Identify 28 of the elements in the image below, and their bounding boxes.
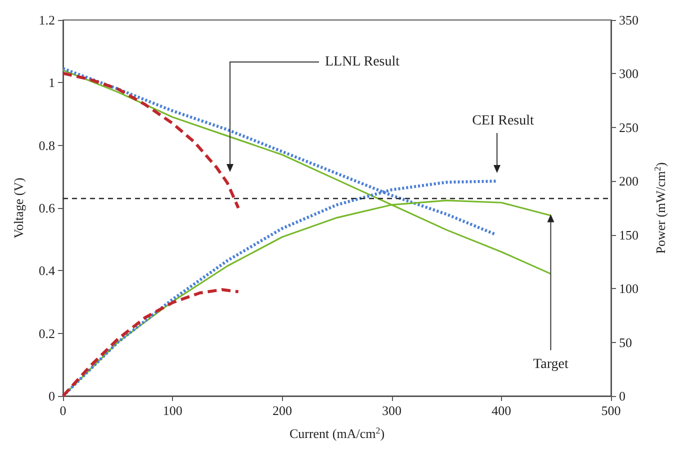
annotation: CEI Result xyxy=(472,114,534,128)
x-tick-label: 500 xyxy=(601,403,621,418)
y2-tick-label: 150 xyxy=(619,227,638,242)
y-tick-label: 0.2 xyxy=(38,326,55,341)
y-tick-label: 1 xyxy=(48,75,55,90)
y2-axis-title: Power (mW/cm2) xyxy=(652,162,668,254)
y-tick-label: 0.4 xyxy=(38,263,56,278)
y2-tick-label: 50 xyxy=(619,334,632,350)
annotation: Target xyxy=(533,356,568,372)
line-series xyxy=(62,288,240,398)
y-tick-label: 0.6 xyxy=(38,200,56,216)
y-tick-label: 1.2 xyxy=(38,12,55,28)
y2-tick-label: 0 xyxy=(619,388,626,404)
annotation: LLNL Result xyxy=(325,54,400,70)
x-tick-label: 400 xyxy=(492,403,512,418)
y-tick-label: 0.8 xyxy=(38,138,55,153)
y2-tick-label: 350 xyxy=(619,12,638,28)
x-tick-label: 300 xyxy=(382,403,402,418)
y2-tick-label: 300 xyxy=(619,66,638,82)
x-tick-label: 100 xyxy=(162,403,182,418)
y2-tick-label: 100 xyxy=(619,281,638,296)
x-tick-label: 0 xyxy=(60,403,66,418)
x-tick-label: 200 xyxy=(272,403,292,418)
line-series xyxy=(62,72,240,210)
y2-tick-label: 200 xyxy=(619,174,638,189)
y-axis-title: Voltage (V) xyxy=(11,178,26,238)
y2-tick-label: 250 xyxy=(619,120,638,135)
y-tick-label: 0 xyxy=(48,388,55,404)
